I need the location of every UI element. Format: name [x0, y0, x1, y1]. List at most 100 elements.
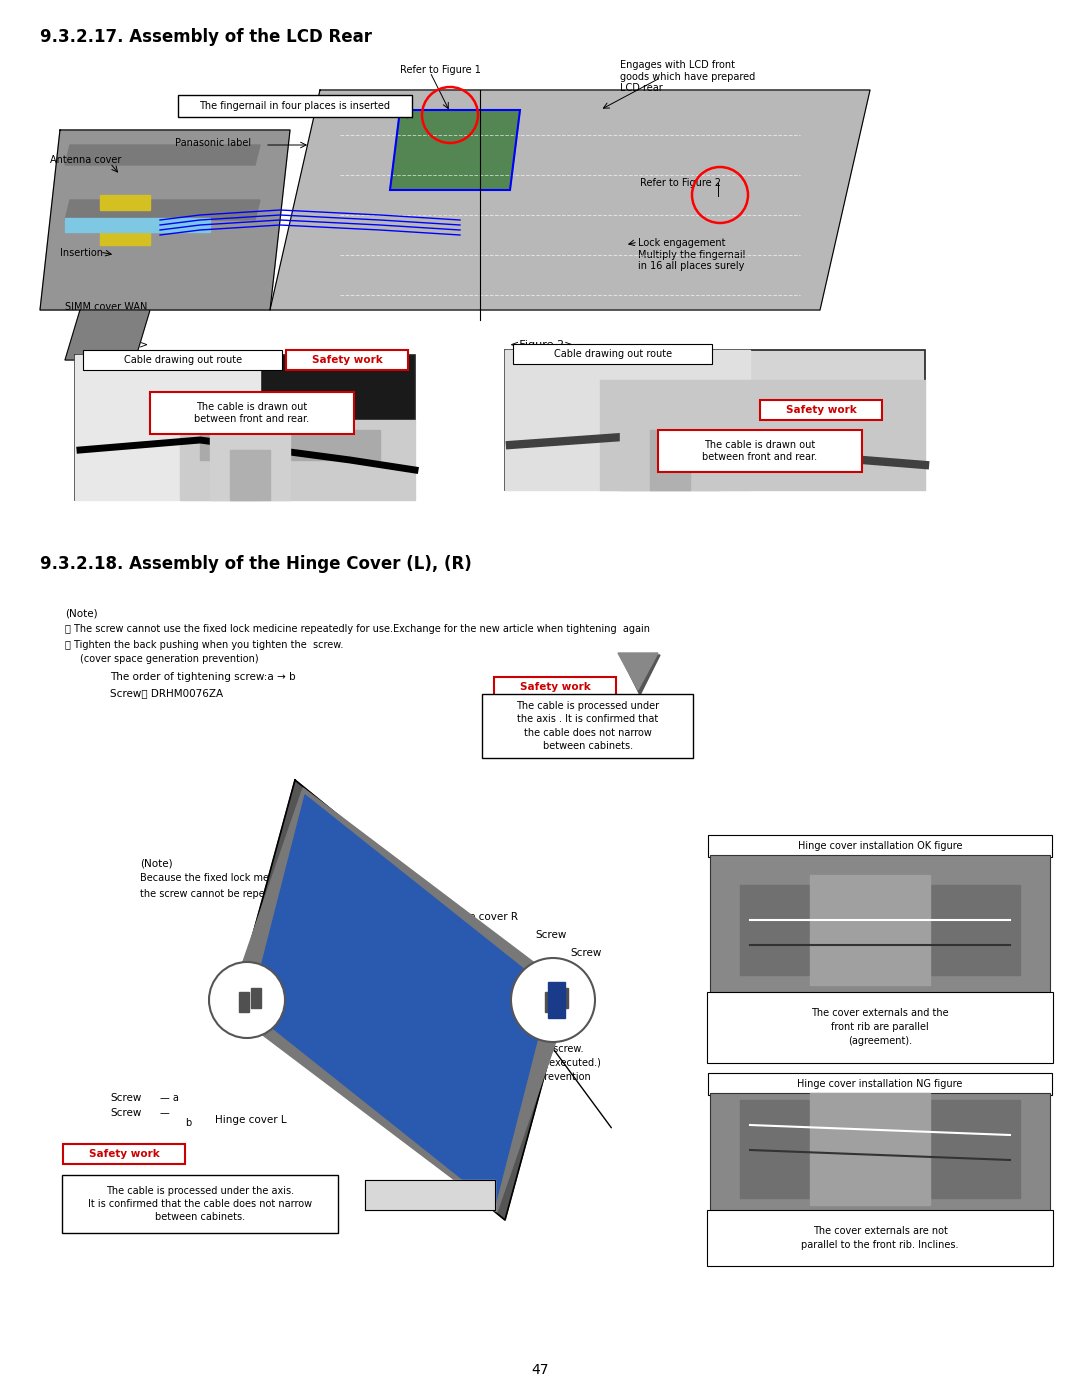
Polygon shape: [810, 1092, 930, 1206]
Polygon shape: [65, 218, 210, 232]
Text: Because the fixed lock medicine is used,: Because the fixed lock medicine is used,: [140, 873, 339, 883]
FancyBboxPatch shape: [75, 355, 415, 500]
Text: 9.3.2.18. Assembly of the Hinge Cover (L), (R): 9.3.2.18. Assembly of the Hinge Cover (L…: [40, 555, 472, 573]
Text: a: a: [517, 963, 524, 972]
Polygon shape: [40, 130, 291, 310]
Text: Screw： DRHM0076ZA: Screw： DRHM0076ZA: [110, 687, 224, 698]
Text: Cable drawing out route: Cable drawing out route: [554, 349, 672, 359]
Polygon shape: [249, 795, 550, 1206]
FancyBboxPatch shape: [482, 694, 693, 759]
Text: Hinge cover L: Hinge cover L: [215, 1115, 286, 1125]
Text: <Figure 2>: <Figure 2>: [510, 339, 573, 351]
Circle shape: [511, 958, 595, 1042]
Text: Hinge cover installation OK figure: Hinge cover installation OK figure: [798, 841, 962, 851]
Polygon shape: [650, 430, 690, 490]
Polygon shape: [548, 982, 565, 1018]
Text: ・ The screw cannot use the fixed lock medicine repeatedly for use.Exchange for t: ・ The screw cannot use the fixed lock me…: [65, 624, 650, 634]
Text: —: —: [160, 1108, 170, 1118]
Polygon shape: [85, 358, 135, 386]
Polygon shape: [545, 992, 555, 1011]
Polygon shape: [600, 380, 924, 490]
Text: Refer to Figure 2: Refer to Figure 2: [640, 177, 721, 189]
Text: The cable is drawn out
between front and rear.: The cable is drawn out between front and…: [194, 402, 310, 423]
FancyBboxPatch shape: [494, 678, 616, 697]
Polygon shape: [251, 988, 261, 1009]
Text: The cable is processed under
the axis . It is confirmed that
the cable does not : The cable is processed under the axis . …: [516, 701, 660, 750]
Text: Screw: Screw: [535, 930, 566, 940]
FancyBboxPatch shape: [710, 855, 1050, 995]
Text: Screw: Screw: [570, 949, 602, 958]
Text: Cable drawing out route: Cable drawing out route: [124, 355, 242, 365]
Polygon shape: [210, 420, 291, 500]
Text: (Note): (Note): [65, 608, 97, 617]
FancyBboxPatch shape: [83, 351, 282, 370]
Polygon shape: [75, 355, 260, 500]
Polygon shape: [230, 450, 270, 500]
Text: Screw: Screw: [110, 1092, 141, 1104]
Polygon shape: [227, 788, 573, 1213]
FancyBboxPatch shape: [286, 351, 408, 370]
Text: Hinge cover installation NG figure: Hinge cover installation NG figure: [797, 1078, 962, 1090]
Polygon shape: [65, 310, 150, 360]
Polygon shape: [235, 780, 565, 1220]
Polygon shape: [810, 875, 930, 985]
Polygon shape: [100, 231, 150, 244]
Polygon shape: [740, 1099, 1020, 1199]
Text: ・ Tighten the back pushing when you tighten the  screw.: ・ Tighten the back pushing when you tigh…: [65, 640, 343, 650]
Polygon shape: [65, 200, 260, 219]
Polygon shape: [620, 655, 660, 694]
Polygon shape: [505, 351, 750, 490]
FancyBboxPatch shape: [178, 95, 411, 117]
Text: The order of tightening screw:a → b: The order of tightening screw:a → b: [110, 672, 296, 682]
Polygon shape: [390, 110, 519, 190]
Text: <Figure 1>: <Figure 1>: [85, 339, 148, 351]
Polygon shape: [270, 89, 870, 310]
FancyBboxPatch shape: [710, 1092, 1050, 1213]
Text: — a: — a: [160, 1092, 179, 1104]
Text: Safety work: Safety work: [785, 405, 856, 415]
Text: Safety work: Safety work: [312, 355, 382, 365]
Polygon shape: [558, 988, 568, 1009]
Text: The cover externals and the
front rib are parallel
(agreement).: The cover externals and the front rib ar…: [811, 1009, 949, 1046]
FancyBboxPatch shape: [62, 1175, 338, 1234]
Polygon shape: [180, 420, 415, 500]
Polygon shape: [365, 1180, 495, 1210]
FancyBboxPatch shape: [708, 835, 1052, 856]
Text: b: b: [540, 978, 546, 988]
FancyBboxPatch shape: [150, 393, 354, 434]
Polygon shape: [740, 886, 1020, 975]
Text: Antenna cover: Antenna cover: [50, 155, 121, 165]
Polygon shape: [65, 145, 260, 165]
Text: Hinge cover R: Hinge cover R: [445, 912, 518, 922]
Text: Install the back pushing
when you tighten the screw.
(Left side is similarly exe: Install the back pushing when you tighte…: [445, 1030, 600, 1097]
Text: 47: 47: [531, 1363, 549, 1377]
Text: The fingernail in four places is inserted: The fingernail in four places is inserte…: [200, 101, 391, 110]
Text: Refer to Figure 1: Refer to Figure 1: [400, 66, 481, 75]
Text: Lock engagement
Multiply the fingernail
in 16 all places surely: Lock engagement Multiply the fingernail …: [638, 237, 745, 271]
Polygon shape: [200, 430, 380, 460]
Text: Safety work: Safety work: [89, 1148, 160, 1160]
Text: the screw cannot be repeated and be used.: the screw cannot be repeated and be used…: [140, 888, 353, 900]
Text: Insertion: Insertion: [60, 249, 103, 258]
Text: Safety work: Safety work: [519, 682, 591, 692]
Text: 9.3.2.17. Assembly of the LCD Rear: 9.3.2.17. Assembly of the LCD Rear: [40, 28, 372, 46]
Circle shape: [210, 963, 285, 1038]
FancyBboxPatch shape: [513, 344, 712, 365]
Text: (cover space generation prevention): (cover space generation prevention): [80, 654, 258, 664]
Text: The cable is drawn out
between front and rear.: The cable is drawn out between front and…: [702, 440, 818, 462]
Text: SIMM cover WAN: SIMM cover WAN: [65, 302, 147, 312]
Polygon shape: [239, 992, 249, 1011]
Text: The cable is processed under the axis.
It is confirmed that the cable does not n: The cable is processed under the axis. I…: [87, 1186, 312, 1222]
Text: b: b: [185, 1118, 191, 1127]
Text: (Note): (Note): [140, 858, 173, 868]
Polygon shape: [618, 652, 658, 690]
Text: TP cable: TP cable: [370, 1105, 414, 1115]
Polygon shape: [100, 196, 150, 210]
Polygon shape: [620, 390, 720, 490]
FancyBboxPatch shape: [760, 400, 882, 420]
Text: Screw: Screw: [110, 1108, 141, 1118]
Text: Panasonic label: Panasonic label: [175, 138, 252, 148]
FancyBboxPatch shape: [505, 351, 924, 490]
FancyBboxPatch shape: [658, 430, 862, 472]
FancyBboxPatch shape: [707, 1210, 1053, 1266]
